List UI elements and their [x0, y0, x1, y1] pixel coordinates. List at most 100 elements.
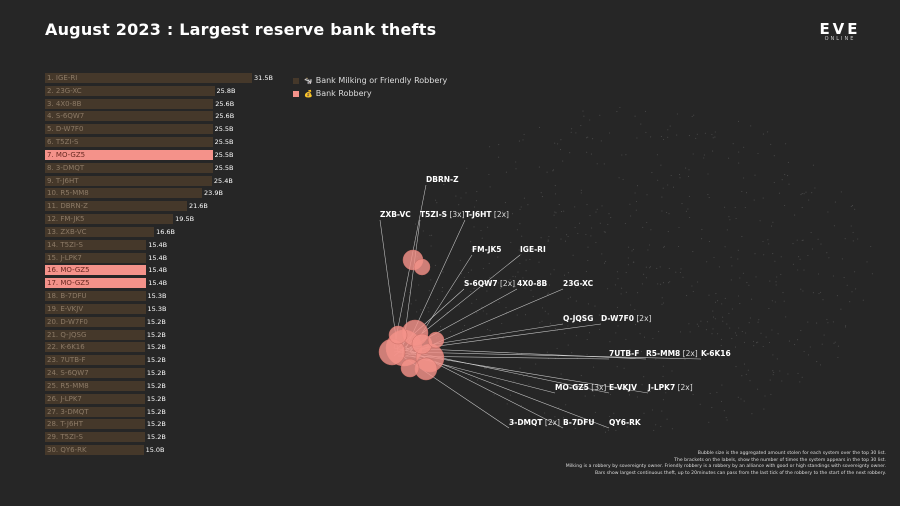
star-dot: [586, 338, 588, 341]
bubbles: [378, 249, 445, 381]
star-dot: [579, 286, 581, 288]
star-dot: [530, 289, 532, 291]
appearance-count: [3x]: [447, 210, 465, 219]
star-dot: [599, 328, 601, 330]
star-dot: [515, 168, 517, 170]
star-dot: [593, 366, 595, 368]
star-dot: [757, 152, 759, 155]
star-dot: [626, 422, 628, 424]
star-dot: [729, 219, 731, 221]
star-dot: [762, 240, 764, 243]
star-dot: [441, 287, 443, 289]
star-dot: [787, 175, 789, 177]
star-dot: [706, 261, 708, 263]
star-dot: [626, 426, 628, 428]
bar-value-label: 15.4B: [148, 253, 168, 262]
star-dot: [625, 338, 627, 340]
system-label: QY6-RK: [609, 418, 642, 427]
star-dot: [439, 326, 442, 328]
system-label: 4X0-8B: [517, 279, 548, 288]
bar: 8. 3-DMQT 25.5B: [45, 162, 234, 173]
star-dot: [516, 314, 518, 316]
star-dot: [451, 288, 453, 291]
star-dot: [737, 396, 739, 398]
star-dot: [812, 292, 814, 294]
star-dot: [541, 196, 543, 198]
star-dot: [817, 238, 819, 240]
star-dot: [548, 235, 550, 238]
leader-line: [409, 351, 610, 429]
star-dot: [678, 174, 681, 176]
star-dot: [605, 260, 607, 262]
star-dot: [661, 303, 663, 305]
star-dot: [430, 245, 432, 247]
star-dot: [651, 409, 654, 411]
star-dot: [498, 301, 500, 304]
star-dot: [641, 283, 643, 285]
star-dot: [712, 328, 714, 330]
star-dot: [489, 250, 491, 252]
star-dot: [735, 217, 737, 220]
star-dot: [625, 291, 627, 293]
bar: 15. J-LPK7 15.4B: [45, 252, 167, 263]
bar-category-label: 16. MO-GZ5: [47, 266, 90, 275]
star-dot: [470, 291, 472, 293]
system-name: MO-GZ5: [555, 383, 589, 392]
star-dot: [854, 208, 856, 210]
star-dot: [772, 370, 774, 372]
star-dot: [649, 390, 651, 392]
star-dot: [514, 276, 516, 278]
system-name: D-W7F0: [601, 314, 634, 323]
star-dot: [643, 273, 645, 275]
star-dot: [689, 353, 692, 355]
star-dot: [527, 284, 529, 286]
star-dot: [449, 330, 451, 332]
star-dot: [679, 177, 681, 179]
bar: 29. T5ZI-S 15.2B: [45, 432, 166, 443]
star-dot: [714, 131, 716, 133]
star-dot: [524, 287, 526, 289]
star-dot: [679, 331, 682, 333]
star-dot: [691, 115, 693, 118]
star-dot: [635, 383, 637, 385]
star-dot: [745, 373, 747, 375]
star-dot: [714, 318, 716, 320]
star-dot: [837, 345, 839, 347]
star-dot: [504, 202, 506, 204]
star-dot: [615, 429, 617, 432]
star-dot: [755, 342, 758, 344]
star-dot: [566, 234, 568, 236]
bar-value-label: 15.4B: [148, 279, 168, 288]
star-dot: [780, 273, 782, 275]
star-dot: [617, 325, 619, 327]
star-dot: [726, 229, 728, 231]
star-dot: [436, 202, 438, 204]
star-dot: [470, 377, 472, 379]
star-dot: [762, 197, 764, 199]
star-dot: [745, 192, 748, 194]
star-dot: [552, 170, 554, 172]
star-dot: [768, 243, 770, 245]
star-dot: [670, 174, 672, 177]
system-label: ZXB-VC: [380, 210, 411, 219]
star-dot: [857, 238, 859, 240]
star-dot: [774, 301, 776, 303]
star-dot: [635, 200, 638, 203]
star-dot: [651, 172, 653, 174]
appearance-count: [2x]: [492, 210, 510, 219]
system-name: K-6K16: [701, 349, 731, 358]
star-dot: [409, 292, 411, 294]
star-dot: [811, 192, 813, 194]
star-dot: [596, 208, 598, 210]
star-dot: [501, 322, 503, 325]
star-dot: [592, 138, 594, 140]
bar: 9. T-J6HT 25.4B: [45, 175, 233, 186]
star-dot: [692, 153, 694, 155]
star-dot: [575, 300, 577, 302]
star-dot: [610, 387, 612, 389]
star-dot: [470, 269, 472, 271]
star-dot: [523, 197, 525, 199]
star-dot: [532, 296, 534, 298]
star-dot: [689, 216, 691, 219]
star-dot: [844, 238, 846, 240]
